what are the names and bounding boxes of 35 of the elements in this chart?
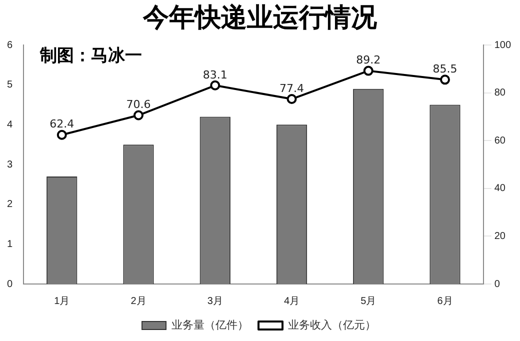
y-tick-label: 5 — [7, 80, 13, 91]
point — [286, 94, 297, 104]
y2-tick-label: 80 — [494, 88, 506, 99]
y2-tick-label: 60 — [494, 135, 506, 146]
point — [134, 110, 144, 120]
y-tick-label: 0 — [7, 278, 13, 290]
y-tick-label: 4 — [7, 119, 13, 130]
x-tick-label: 3月 — [207, 296, 223, 307]
x-tick-label: 6月 — [437, 296, 453, 307]
x-tick-label: 2月 — [130, 296, 146, 307]
data-label: 70.6 — [126, 98, 151, 112]
x-tick-label: 5月 — [360, 296, 376, 307]
y2-tick-label: 20 — [494, 230, 506, 242]
point — [56, 130, 67, 140]
y2-tick-label: 40 — [494, 183, 506, 194]
point — [363, 66, 374, 76]
data-label: 89.2 — [356, 54, 381, 67]
y-tick-label: 3 — [7, 159, 13, 170]
chart-title: 今年快递业运行情况 — [142, 2, 378, 35]
chart-subtitle: 制图：马冰一 — [40, 45, 142, 67]
y-tick-label: 6 — [7, 40, 13, 51]
data-label: 62.4 — [50, 118, 74, 131]
data-label: 83.1 — [202, 68, 228, 82]
x-tick-label: 4月 — [284, 296, 300, 307]
legend-label: 业务收入（亿元） — [288, 318, 376, 332]
y-tick-label: 1 — [7, 238, 13, 250]
y-tick-label: 2 — [7, 199, 13, 210]
data-label: 77.4 — [280, 82, 304, 95]
y2-tick-label: 0 — [494, 278, 500, 290]
x-tick-label: 1月 — [54, 296, 70, 307]
point — [440, 74, 450, 85]
data-label: 85.5 — [432, 62, 458, 76]
legend-label: 业务量（亿件） — [172, 318, 248, 332]
point — [210, 80, 220, 90]
y2-tick-label: 100 — [494, 40, 512, 51]
